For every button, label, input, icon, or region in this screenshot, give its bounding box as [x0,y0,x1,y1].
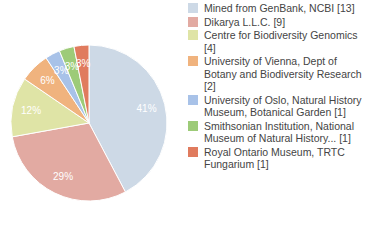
svg-text:29%: 29% [53,171,73,182]
html-text:Centre for Biodiversity Genomi: Centre for Biodiversity Genomics [4] [204,29,358,54]
svg-text:12%: 12% [21,105,41,116]
html-text:Smithsonian Institution, Natio: Smithsonian Institution, National Museum… [204,119,354,144]
svg-text:3%: 3% [54,65,69,77]
html-text:Mined from GenBank, NCBI [13]: Mined from GenBank, NCBI [13] [204,2,355,14]
svg-text:41%: 41% [137,103,157,114]
html-text:University of Oslo, Natural Hi: University of Oslo, Natural History Muse… [204,93,362,118]
html-text:Royal Ontario Museum, TRTC Fun: Royal Ontario Museum, TRTC Fungarium [1] [204,145,345,170]
html-text:Dikarya L.L.C. [9]: Dikarya L.L.C. [9] [204,15,286,28]
html-text:University of Vienna, Dept of: University of Vienna, Dept of Botany and… [204,55,362,92]
svg-text:6%: 6% [40,75,55,86]
svg-text:3%: 3% [76,58,91,69]
svg-text:3%: 3% [64,60,80,72]
